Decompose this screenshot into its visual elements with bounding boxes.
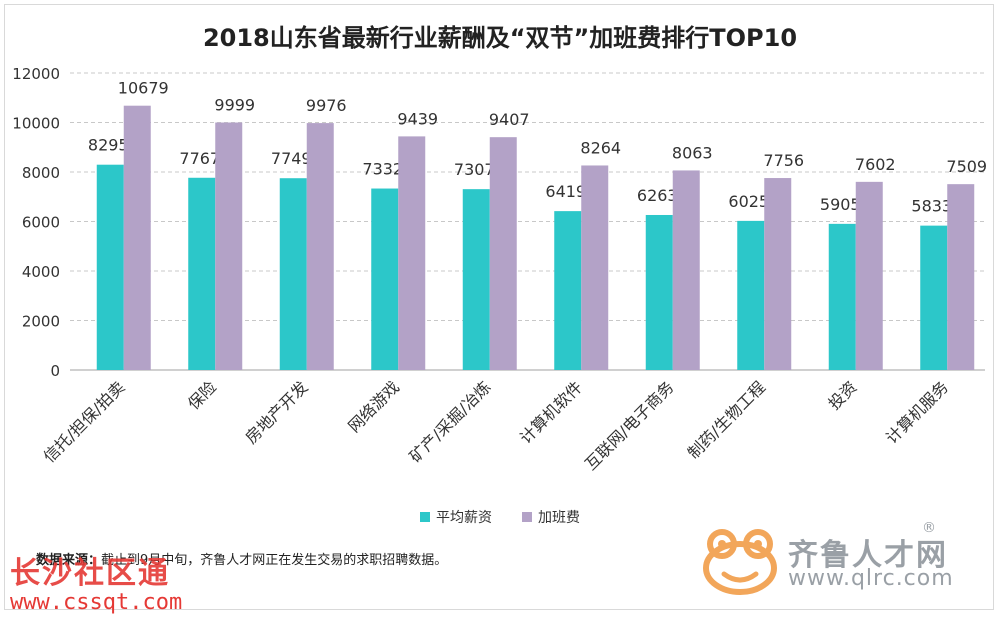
watermark-qlrc-url: www.qlrc.com bbox=[788, 566, 954, 591]
bar-overtime bbox=[947, 184, 975, 370]
data-label: 8063 bbox=[672, 143, 713, 162]
legend-label: 加班费 bbox=[538, 510, 580, 526]
data-label: 7307 bbox=[454, 160, 495, 179]
data-label: 7756 bbox=[763, 151, 804, 170]
bar-salary bbox=[188, 177, 216, 370]
x-category-label: 网络游戏 bbox=[344, 377, 403, 436]
data-label: 9999 bbox=[214, 96, 255, 115]
bar-salary bbox=[279, 178, 307, 370]
data-label: 8264 bbox=[580, 138, 621, 157]
frog-logo-icon bbox=[703, 529, 777, 595]
x-category-label: 计算机服务 bbox=[882, 377, 952, 447]
y-tick-label: 8000 bbox=[22, 164, 60, 182]
data-label: 5833 bbox=[911, 197, 952, 216]
x-category-label: 保险 bbox=[184, 377, 220, 413]
data-label: 7509 bbox=[946, 157, 987, 176]
x-category-label: 矿产/采掘/冶炼 bbox=[406, 377, 495, 466]
data-label: 7602 bbox=[855, 155, 896, 174]
legend-item: 加班费 bbox=[522, 507, 580, 527]
data-label: 6263 bbox=[637, 186, 678, 205]
legend-item: 平均薪资 bbox=[420, 507, 492, 527]
data-label: 9439 bbox=[397, 109, 438, 128]
data-label: 7332 bbox=[362, 160, 403, 179]
bar-overtime bbox=[489, 137, 517, 370]
bar-salary bbox=[920, 225, 948, 370]
y-tick-label: 4000 bbox=[22, 263, 60, 281]
bar-overtime bbox=[215, 122, 243, 370]
bar-salary bbox=[737, 220, 765, 370]
watermark-cssqt-url: www.cssqt.com bbox=[10, 590, 183, 615]
watermark-cssqt: 长沙社区通 www.cssqt.com bbox=[10, 548, 182, 615]
data-label: 5905 bbox=[820, 195, 861, 214]
legend-swatch bbox=[522, 512, 532, 522]
watermark-cssqt-title: 长沙社区通 bbox=[10, 556, 170, 591]
data-label: 6419 bbox=[545, 182, 586, 201]
x-category-label: 制药/生物工程 bbox=[684, 377, 769, 462]
bar-salary bbox=[828, 223, 856, 370]
source-label: 数据来源： bbox=[36, 553, 102, 568]
bar-overtime bbox=[764, 178, 792, 370]
legend-label: 平均薪资 bbox=[436, 510, 492, 526]
bar-overtime bbox=[123, 105, 151, 370]
data-label: 7749 bbox=[271, 149, 312, 168]
source-note: 数据来源：截止到9月中旬，齐鲁人才网正在发生交易的求职招聘数据。 bbox=[36, 549, 447, 568]
x-category-label: 互联网/电子商务 bbox=[581, 377, 677, 473]
source-text: 截止到9月中旬，齐鲁人才网正在发生交易的求职招聘数据。 bbox=[101, 553, 448, 568]
legend-swatch bbox=[420, 512, 430, 522]
data-label: 10679 bbox=[118, 79, 169, 98]
y-tick-label: 12000 bbox=[12, 65, 60, 83]
data-label: 9407 bbox=[489, 110, 530, 129]
bar-overtime bbox=[306, 123, 334, 371]
y-tick-label: 0 bbox=[50, 362, 60, 380]
bar-overtime bbox=[398, 136, 426, 370]
watermark-qlrc-name: 齐鲁人才网 bbox=[788, 538, 948, 573]
x-category-label: 房地产开发 bbox=[242, 377, 312, 447]
data-label: 7767 bbox=[179, 149, 220, 168]
y-tick-label: 10000 bbox=[12, 115, 60, 133]
x-category-label: 计算机软件 bbox=[516, 377, 586, 447]
bar-overtime bbox=[581, 165, 609, 370]
data-label: 9976 bbox=[306, 96, 347, 115]
bar-salary bbox=[371, 188, 399, 370]
bar-overtime bbox=[855, 181, 883, 370]
bar-overtime bbox=[672, 170, 700, 370]
y-tick-label: 2000 bbox=[22, 313, 60, 331]
chart-title: 2018山东省最新行业薪酬及“双节”加班费排行TOP10 bbox=[202, 24, 798, 52]
data-label: 8295 bbox=[88, 136, 129, 155]
bar-salary bbox=[645, 214, 673, 370]
bar-salary bbox=[96, 164, 124, 370]
registered-mark: ® bbox=[922, 520, 936, 536]
watermark-qlrc: 齐鲁人才网 ® www.qlrc.com bbox=[700, 520, 990, 600]
chart-frame bbox=[4, 4, 994, 610]
x-category-label: 信托/担保/拍卖 bbox=[40, 377, 129, 466]
x-category-label: 投资 bbox=[825, 377, 861, 413]
data-label: 6025 bbox=[728, 192, 769, 211]
bar-salary bbox=[554, 211, 582, 370]
legend: 平均薪资 加班费 bbox=[0, 507, 1000, 527]
y-tick-label: 6000 bbox=[22, 214, 60, 232]
bar-salary bbox=[462, 189, 490, 370]
